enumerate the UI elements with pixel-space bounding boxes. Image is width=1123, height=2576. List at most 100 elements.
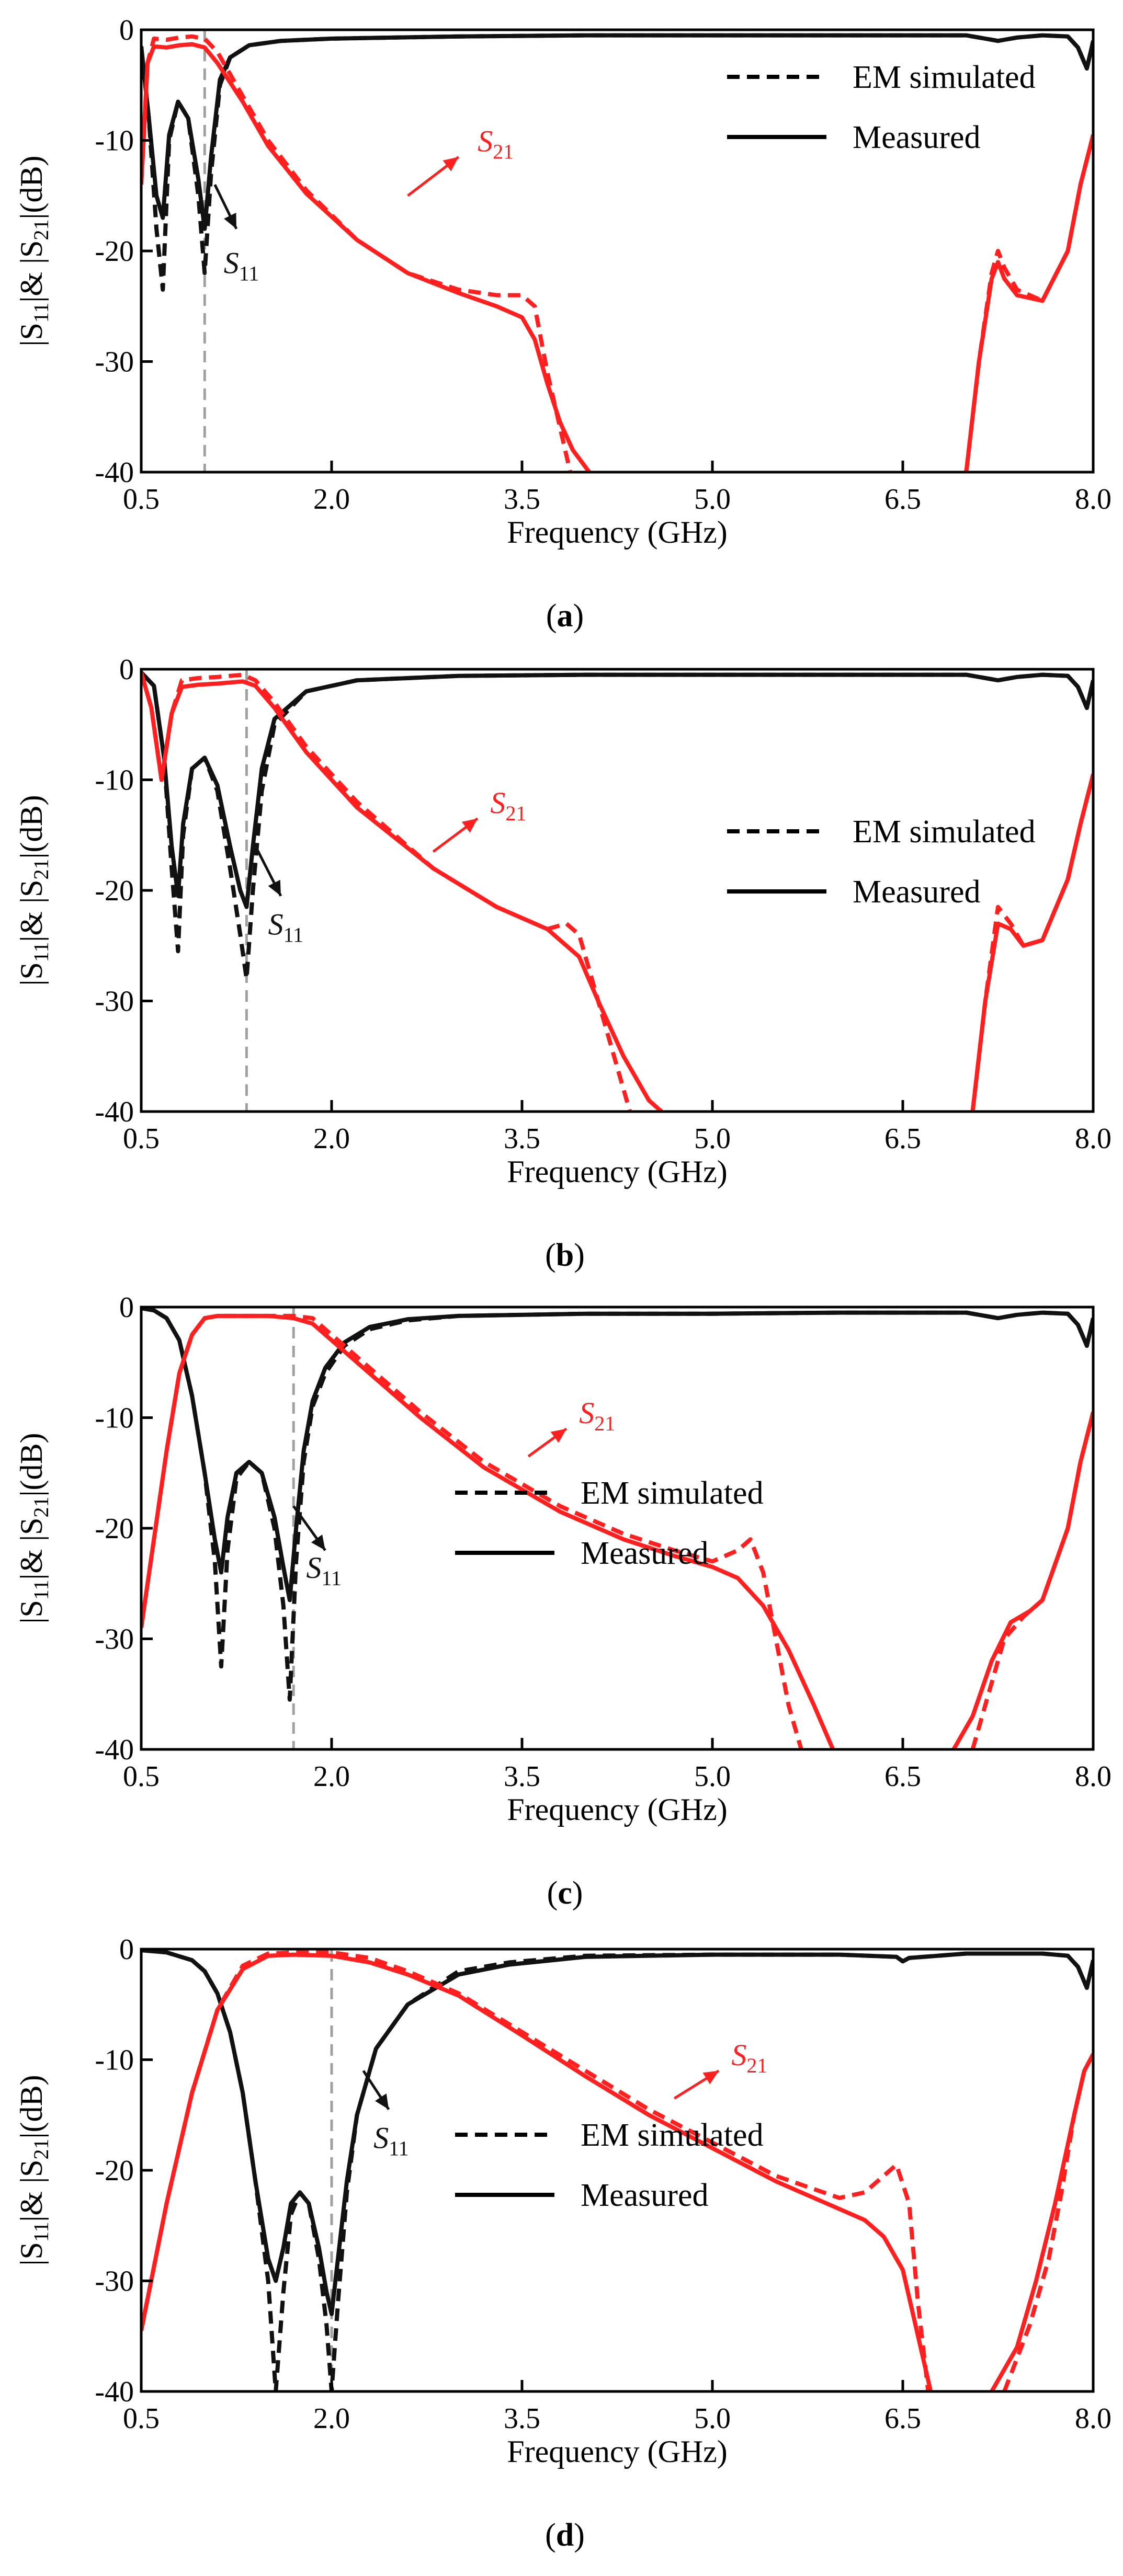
s11-arrow-head (375, 2093, 389, 2110)
s21-annotation: S21 (478, 124, 514, 164)
y-tick-label: -40 (95, 2376, 134, 2408)
x-tick-label: 3.5 (504, 1123, 540, 1155)
y-tick-label: -10 (95, 2044, 134, 2077)
x-tick-label: 5.0 (694, 1123, 731, 1155)
s11-arrow-head (224, 212, 236, 229)
x-tick-label: 0.5 (123, 483, 160, 516)
y-tick-label: -30 (95, 346, 134, 379)
x-tick-label: 2.0 (313, 483, 350, 516)
s21-annotation: S21 (731, 2038, 767, 2077)
x-tick-label: 6.5 (884, 2402, 921, 2435)
x-tick-label: 2.0 (313, 1760, 350, 1793)
x-tick-label: 8.0 (1075, 1123, 1111, 1155)
s11-annotation: S11 (373, 2121, 409, 2160)
y-tick-label: -30 (95, 1623, 134, 1656)
x-tick-label: 8.0 (1075, 2402, 1111, 2435)
y-tick-label: -10 (95, 764, 134, 797)
legend-label: EM simulated (581, 1475, 764, 1511)
s11-arrow-head (268, 879, 281, 896)
legend-label: EM simulated (853, 814, 1036, 850)
legend: EM simulated Measured (727, 60, 1036, 155)
series-s21-simulated (141, 1950, 1093, 2391)
data-series-group (141, 1949, 1093, 2391)
x-tick-label: 8.0 (1075, 483, 1111, 516)
series-s21-simulated (141, 34, 1093, 472)
plot-frame (140, 1948, 1095, 2393)
chart-panel-d: 0.5 2.0 3.5 5.0 6.5 8.0 0 -10 -20 -30 -40 Frequency… (14, 1933, 1111, 2553)
x-tick-label: 6.5 (884, 483, 921, 516)
chart-panel-b: 0.5 2.0 3.5 5.0 6.5 8.0 0 -10 -20 -30 -40 Frequency… (14, 654, 1111, 1273)
series-s11-measured (141, 33, 1093, 231)
s21-annotation: S21 (579, 1396, 615, 1435)
y-tick-label: -20 (95, 875, 134, 907)
panel-label: (a) (546, 598, 584, 634)
y-tick-label: 0 (119, 1933, 134, 1966)
legend: EM simulated Measured (455, 2117, 764, 2213)
y-tick-label: -20 (95, 1513, 134, 1545)
s21-annotation: S21 (490, 786, 526, 825)
y-tick-label: -40 (95, 1734, 134, 1766)
y-axis-title: |S11|& |S21|(dB) (14, 795, 53, 986)
x-tick-label: 0.5 (123, 1123, 160, 1155)
x-tick-label: 8.0 (1075, 1760, 1111, 1793)
legend-label: EM simulated (853, 60, 1036, 95)
s21-arrow-head (550, 1428, 566, 1443)
x-axis-title: Frequency (GHz) (507, 515, 728, 549)
x-tick-label: 2.0 (313, 1123, 350, 1155)
y-tick-label: 0 (119, 14, 134, 47)
x-tick-label: 5.0 (694, 2402, 731, 2435)
y-tick-label: -30 (95, 986, 134, 1018)
y-tick-label: 0 (119, 654, 134, 686)
series-s21-simulated (141, 1313, 1093, 1749)
chart-panel-a: 0.5 2.0 3.5 5.0 6.5 8.0 0 -10 -20 -30 -40 Frequency… (14, 14, 1111, 634)
legend-label: EM simulated (581, 2117, 764, 2153)
series-s11-measured (141, 1949, 1093, 2316)
s11-arrow-head (311, 1534, 325, 1551)
legend: EM simulated Measured (455, 1475, 764, 1571)
x-axis-title: Frequency (GHz) (507, 1154, 728, 1189)
s21-arrow-head (702, 2070, 719, 2085)
data-series-group (141, 671, 1093, 1112)
series-s11-simulated (141, 1949, 1093, 2391)
x-tick-label: 3.5 (504, 1760, 540, 1793)
legend-label: Measured (581, 2178, 708, 2213)
s21-arrow-head (443, 157, 459, 171)
y-axis-title: |S11|& |S21|(dB) (14, 2075, 53, 2266)
x-tick-label: 5.0 (694, 1760, 731, 1793)
x-tick-label: 5.0 (694, 483, 731, 516)
series-s11-measured (141, 671, 1093, 909)
legend-label: Measured (853, 874, 980, 910)
panel-label: (d) (545, 2517, 585, 2553)
s11-annotation: S11 (224, 246, 259, 285)
series-s21-measured (141, 1952, 1093, 2391)
x-tick-label: 6.5 (884, 1123, 921, 1155)
x-tick-label: 3.5 (504, 483, 540, 516)
chart-panel-c: 0.5 2.0 3.5 5.0 6.5 8.0 0 -10 -20 -30 -40 Frequency… (14, 1291, 1111, 1911)
y-axis-title: |S11|& |S21|(dB) (14, 1433, 53, 1624)
y-tick-label: -10 (95, 125, 134, 157)
legend-label: Measured (581, 1536, 708, 1571)
x-tick-label: 0.5 (123, 2402, 160, 2435)
legend: EM simulated Measured (727, 814, 1036, 910)
series-s11-measured (141, 1307, 1093, 1602)
y-tick-label: -40 (95, 456, 134, 489)
y-axis-title: |S11|& |S21|(dB) (14, 156, 53, 347)
plot-frame (140, 28, 1095, 474)
x-tick-label: 0.5 (123, 1760, 160, 1793)
x-tick-label: 3.5 (504, 2402, 540, 2435)
y-tick-label: -10 (95, 1402, 134, 1435)
y-tick-label: -20 (95, 235, 134, 268)
x-tick-label: 2.0 (313, 2402, 350, 2435)
data-series-group (141, 1307, 1093, 1749)
series-s21-measured (141, 42, 1093, 472)
series-s21-measured (141, 1313, 1093, 1749)
y-tick-label: -40 (95, 1096, 134, 1128)
s11-annotation: S11 (306, 1551, 342, 1590)
x-axis-title: Frequency (GHz) (507, 2434, 728, 2469)
y-tick-label: 0 (119, 1291, 134, 1324)
y-tick-label: -30 (95, 2265, 134, 2298)
plot-frame (140, 1306, 1095, 1751)
x-tick-label: 6.5 (884, 1760, 921, 1793)
x-axis-title: Frequency (GHz) (507, 1792, 728, 1827)
